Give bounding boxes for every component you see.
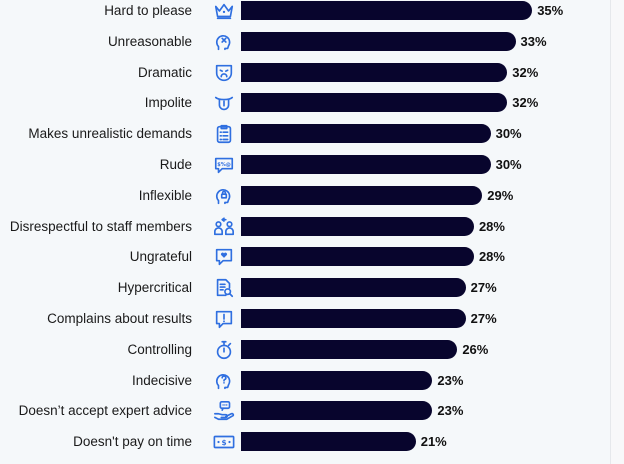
bar-row-5: Rude $%@ 30% xyxy=(0,153,610,177)
value-label: 27% xyxy=(470,280,497,296)
bar xyxy=(241,432,416,452)
value-label: 23% xyxy=(437,403,464,419)
category-label: Hard to please xyxy=(104,3,192,18)
category-label: Controlling xyxy=(127,341,192,357)
bar-row-9: Hypercritical 27% xyxy=(0,276,610,300)
category-label: Impolite xyxy=(144,95,192,111)
heart-bubble-icon xyxy=(212,246,236,268)
value-label: 32% xyxy=(512,64,539,80)
bar-row-14: Doesn't pay on time $ 21% xyxy=(0,430,610,454)
bar xyxy=(241,278,466,298)
value-label: 30% xyxy=(495,126,522,142)
value-label: 21% xyxy=(420,434,447,450)
value-label: 27% xyxy=(470,311,497,326)
bar-row-2: Dramatic 32% xyxy=(0,61,610,85)
bar xyxy=(241,62,508,82)
category-label: Complains about results xyxy=(47,311,192,326)
value-label: 29% xyxy=(487,187,514,203)
cash-icon: $ xyxy=(212,431,236,453)
clipboard-list-icon xyxy=(212,123,236,145)
category-label: Indecisive xyxy=(131,372,192,388)
crown-icon xyxy=(212,0,236,22)
swear-bubble-icon: $%@ xyxy=(212,154,236,176)
bar-row-0: Hard to please 35% xyxy=(0,0,610,23)
category-label: Hypercritical xyxy=(117,280,192,296)
bar xyxy=(241,31,516,51)
bar xyxy=(241,93,508,113)
bar xyxy=(241,185,483,205)
category-label: Unreasonable xyxy=(107,33,192,49)
bar xyxy=(241,401,433,421)
head-question-icon xyxy=(212,370,236,392)
bar-row-3: Impolite 32% xyxy=(0,91,610,115)
value-label: 30% xyxy=(495,157,522,172)
people-exchange-icon xyxy=(212,216,236,238)
svg-text:$%@: $%@ xyxy=(217,162,231,168)
bar-row-6: Inflexible 29% xyxy=(0,184,610,208)
category-label: Inflexible xyxy=(138,187,192,203)
bar xyxy=(241,155,491,174)
category-label: Ungrateful xyxy=(129,249,192,265)
drama-mask-icon xyxy=(212,62,236,84)
category-label: Disrespectful to staff members xyxy=(9,218,192,234)
bar xyxy=(241,247,474,267)
hand-chat-icon xyxy=(212,400,236,422)
exclamation-bubble-icon xyxy=(212,308,236,330)
svg-text:$: $ xyxy=(221,438,226,447)
category-label: Dramatic xyxy=(137,64,192,80)
category-label: Makes unrealistic demands xyxy=(28,126,192,142)
bar xyxy=(241,124,491,144)
bar xyxy=(241,370,433,390)
bar-row-8: Ungrateful 28% xyxy=(0,245,610,269)
bar-row-13: Doesn’t accept expert advice 23% xyxy=(0,399,610,423)
stopwatch-icon xyxy=(212,339,236,361)
head-x-icon xyxy=(212,31,236,53)
bar-row-12: Indecisive 23% xyxy=(0,369,610,393)
value-label: 23% xyxy=(437,372,464,388)
bar xyxy=(241,339,458,359)
value-label: 26% xyxy=(462,341,489,357)
bar xyxy=(241,1,533,20)
bar-row-7: Disrespectful to staff members 28% xyxy=(0,215,610,239)
value-label: 28% xyxy=(478,249,505,265)
tongue-out-icon xyxy=(212,92,236,114)
value-label: 32% xyxy=(512,95,539,111)
category-label: Doesn’t accept expert advice xyxy=(18,403,192,419)
category-label: Rude xyxy=(159,157,192,172)
bar-row-1: Unreasonable 33% xyxy=(0,30,610,54)
value-label: 35% xyxy=(537,3,564,18)
bar-row-4: Makes unrealistic demands 30% xyxy=(0,122,610,146)
document-search-icon xyxy=(212,277,236,299)
bar-row-10: Complains about results 27% xyxy=(0,307,610,331)
value-label: 28% xyxy=(478,218,505,234)
value-label: 33% xyxy=(520,33,547,49)
category-label: Doesn't pay on time xyxy=(73,434,192,450)
right-panel-edge xyxy=(610,0,624,464)
bar xyxy=(241,309,466,328)
head-lock-icon xyxy=(212,185,236,207)
bar-row-11: Controlling 26% xyxy=(0,338,610,362)
bar xyxy=(241,216,474,236)
